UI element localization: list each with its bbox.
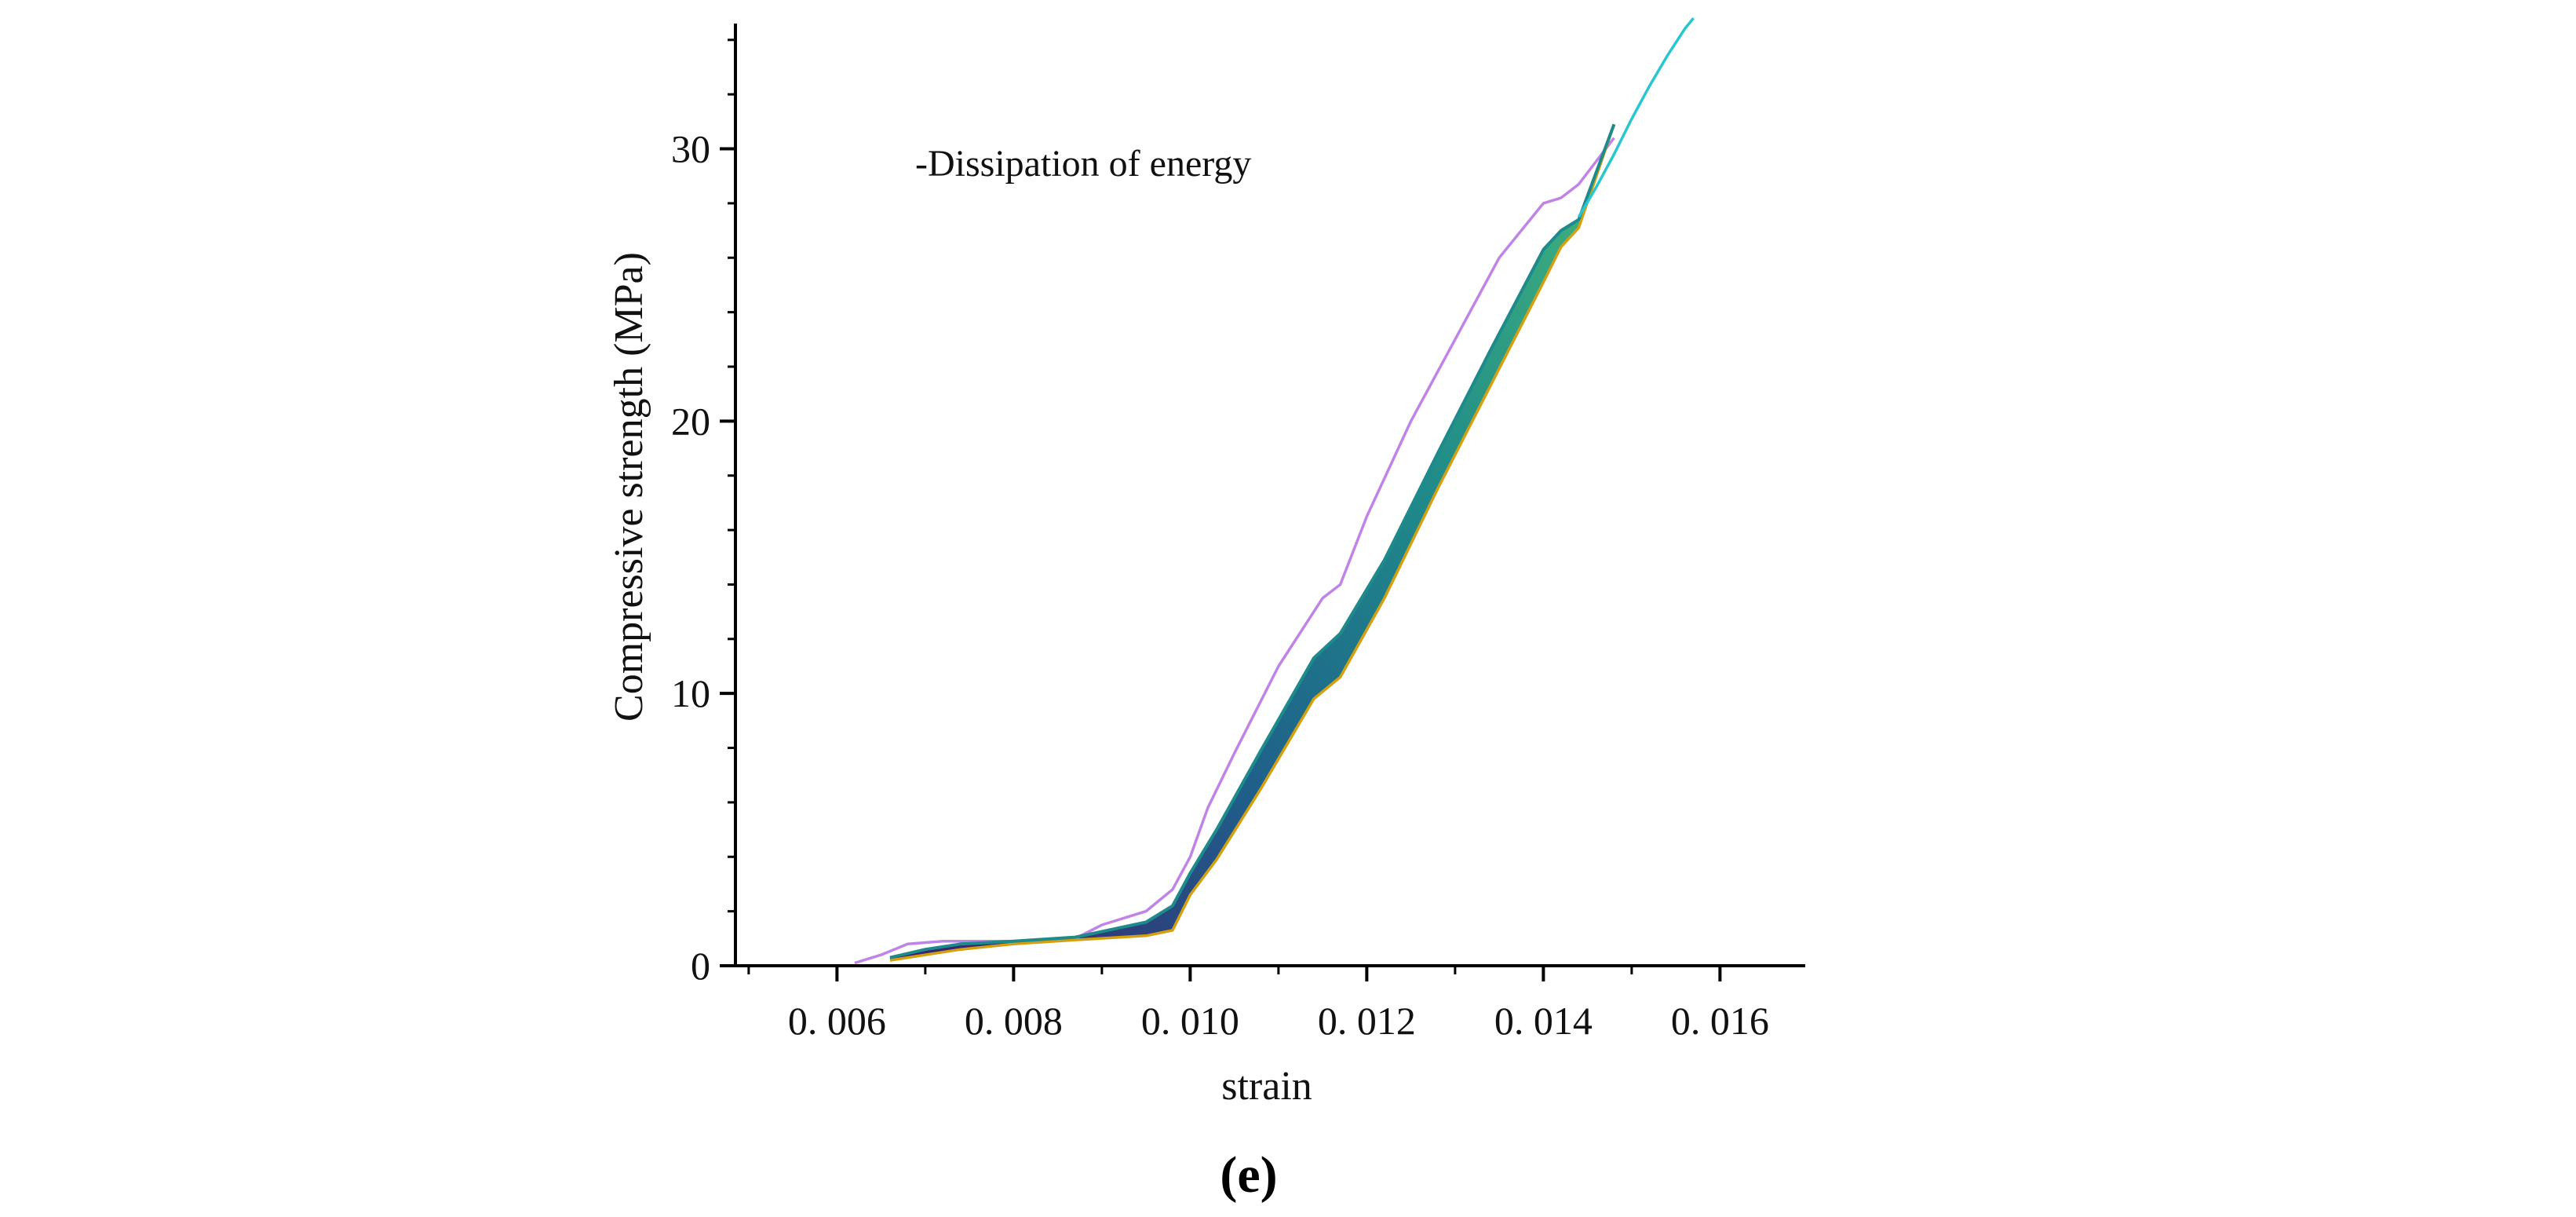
y-tick-labels: 0 10 20 30 — [671, 127, 710, 988]
series-layer — [854, 16, 1695, 965]
x-tick-label: 0. 010 — [1141, 999, 1239, 1043]
x-tick-label: 0. 012 — [1318, 999, 1416, 1043]
x-tick-label: 0. 016 — [1671, 999, 1769, 1043]
x-tick-label: 0. 014 — [1494, 999, 1593, 1043]
panel-label: (e) — [1220, 1146, 1277, 1204]
x-tick-labels: 0. 006 0. 008 0. 010 0. 012 0. 014 0. 01… — [788, 999, 1769, 1043]
x-tick-label: 0. 006 — [788, 999, 886, 1043]
y-tick-label: 20 — [671, 399, 710, 443]
dissipation-annotation: -Dissipation of energy — [915, 143, 1251, 185]
series-unloading-curve — [1577, 16, 1695, 218]
series-lower-loading-curve — [889, 123, 1616, 962]
y-tick-label: 0 — [691, 944, 710, 988]
y-tick-label: 10 — [671, 671, 710, 715]
y-axis-title: Compressive strength (MPa) — [607, 252, 651, 722]
series-upper-loading-curve — [854, 137, 1615, 965]
x-axis-title: strain — [1221, 1064, 1312, 1109]
y-tick-label: 30 — [671, 127, 710, 171]
series-band-top-curve — [889, 123, 1616, 959]
energy-dissipation-band — [889, 124, 1615, 961]
x-ticks — [747, 966, 1722, 981]
y-ticks — [720, 38, 735, 967]
x-tick-label: 0. 008 — [965, 999, 1063, 1043]
